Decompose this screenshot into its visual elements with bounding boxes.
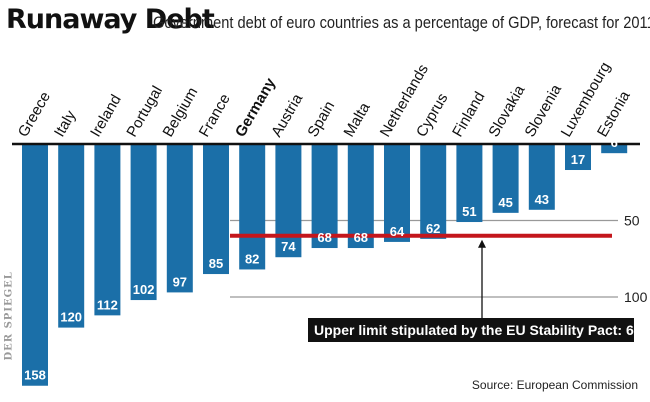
- category-label: Estonia: [594, 88, 634, 140]
- bar-netherlands: [384, 144, 410, 242]
- value-label: 6: [611, 135, 618, 150]
- value-label: 85: [209, 256, 223, 271]
- value-label: 68: [317, 230, 331, 245]
- value-label: 97: [173, 274, 187, 289]
- bar-italy: [58, 144, 85, 328]
- bar-germany: [239, 144, 266, 270]
- source-note: Source: European Commission: [471, 378, 638, 392]
- stability-pact-limit: Upper limit stipulated by the EU Stabili…: [230, 233, 650, 342]
- category-label: Ireland: [87, 92, 125, 140]
- chart-title: Runaway Debt: [6, 4, 215, 35]
- bar-ireland: [94, 144, 121, 316]
- bar-malta: [347, 144, 374, 249]
- value-label: 68: [354, 230, 368, 245]
- bar-finland: [456, 144, 483, 223]
- value-label: 82: [245, 251, 259, 266]
- value-label: 120: [60, 310, 82, 325]
- value-label: 112: [97, 297, 118, 312]
- y-tick-label: 50: [624, 213, 640, 229]
- bars: [12, 142, 640, 386]
- watermark: DER SPIEGEL: [3, 271, 15, 361]
- category-label: Cyprus: [413, 90, 451, 140]
- value-label: 102: [133, 282, 155, 297]
- bar-france: [203, 144, 229, 275]
- value-label: 51: [462, 204, 476, 219]
- bar-greece: [22, 144, 48, 386]
- bar-slovenia: [528, 144, 555, 210]
- bar-belgium: [166, 144, 193, 293]
- bar-portugal: [130, 144, 157, 301]
- value-label: 62: [426, 221, 440, 236]
- category-label: Italy: [51, 107, 80, 140]
- bar-spain: [311, 144, 338, 249]
- value-label: 43: [535, 192, 549, 207]
- category-label: Malta: [341, 99, 374, 140]
- bar-austria: [275, 144, 302, 258]
- limit-label: Upper limit stipulated by the EU Stabili…: [314, 322, 650, 338]
- value-label: 158: [24, 368, 46, 383]
- y-tick-label: 100: [624, 289, 648, 305]
- value-label: 17: [571, 152, 585, 167]
- category-label: Greece: [15, 89, 54, 140]
- value-label: 64: [390, 224, 405, 239]
- limit-label-box: [308, 318, 634, 342]
- value-label: 45: [498, 195, 512, 210]
- category-label: France: [196, 91, 234, 140]
- category-label: Spain: [304, 98, 338, 140]
- bar-luxembourg: [565, 144, 591, 171]
- chart-subtitle: Government debt of euro countries as a p…: [153, 13, 650, 32]
- value-label: 74: [281, 239, 296, 254]
- bar-estonia: [601, 144, 628, 154]
- category-label: Austria: [268, 91, 306, 140]
- value-labels: 158 120 112 102 97 85 82 74 68 68 64 62 51 45 43 17 6: [24, 135, 618, 383]
- category-label: Finland: [449, 89, 488, 140]
- limit-arrowhead: [478, 239, 486, 248]
- bar-cyprus: [420, 144, 447, 239]
- bar-slovakia: [492, 144, 519, 213]
